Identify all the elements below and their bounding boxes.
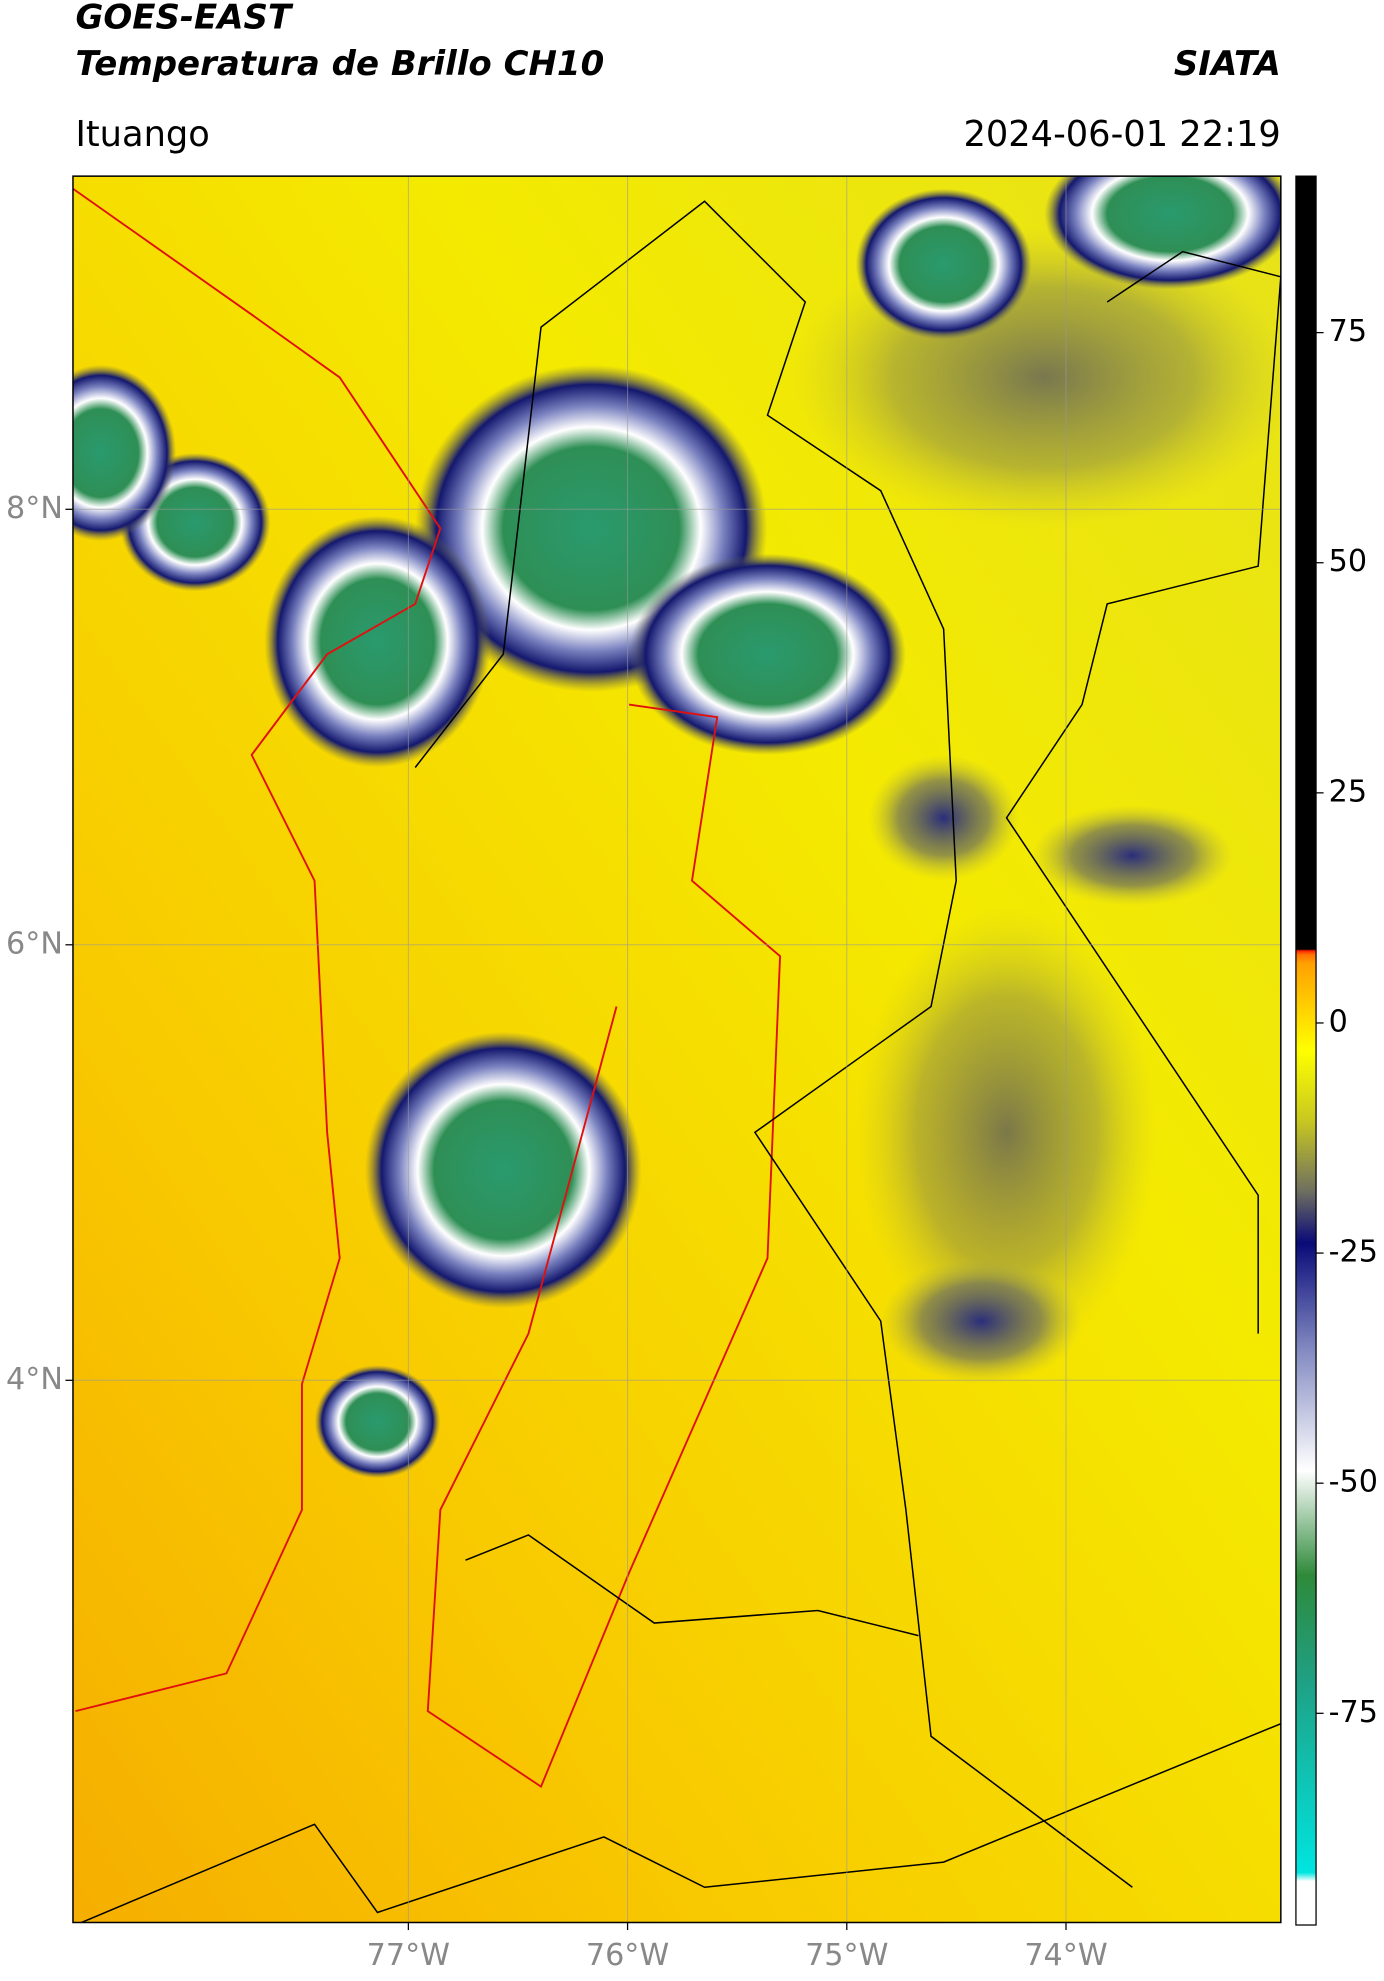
x-tick-label: 76°W bbox=[586, 1938, 669, 1973]
x-tick-label: 75°W bbox=[805, 1938, 888, 1973]
colorbar bbox=[1295, 175, 1317, 1926]
datetime: 2024-06-01 22:19 bbox=[963, 114, 1280, 155]
source: SIATA bbox=[1174, 44, 1281, 84]
colorbar-tick-label: 0 bbox=[1329, 1004, 1348, 1039]
x-tick-label: 77°W bbox=[367, 1938, 450, 1973]
colorbar-tick-label: 75 bbox=[1329, 314, 1367, 349]
x-tick-label: 74°W bbox=[1024, 1938, 1107, 1973]
colorbar-tick-label: -25 bbox=[1329, 1235, 1378, 1270]
colorbar-tick-label: 25 bbox=[1329, 774, 1367, 809]
title: GOES-EAST bbox=[75, 0, 293, 37]
location: Ituango bbox=[75, 114, 209, 155]
colorbar-tick-label: 50 bbox=[1329, 544, 1367, 579]
map-frame bbox=[72, 175, 1282, 1924]
graticule bbox=[72, 176, 1281, 1923]
satellite-image bbox=[72, 176, 1281, 1923]
subtitle: Temperatura de Brillo CH10 bbox=[75, 44, 604, 84]
y-tick-label: 8°N bbox=[6, 491, 63, 526]
colorbar-tick-label: -50 bbox=[1329, 1465, 1378, 1500]
y-tick-label: 6°N bbox=[6, 926, 63, 961]
colorbar-tick-label: -75 bbox=[1329, 1695, 1378, 1730]
y-tick-label: 4°N bbox=[6, 1362, 63, 1397]
